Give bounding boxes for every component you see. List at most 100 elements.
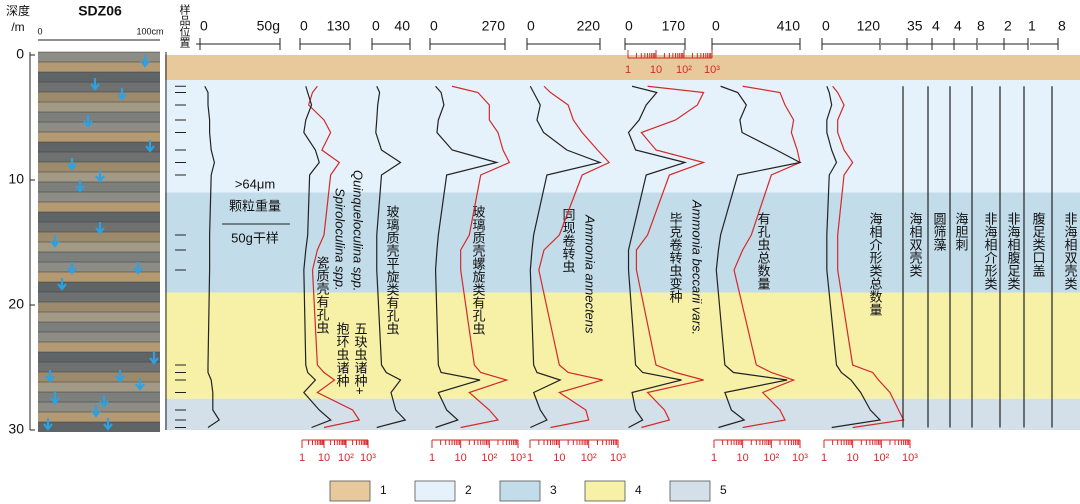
header-tick-label: 40: [394, 18, 410, 34]
core-stripe: [38, 282, 160, 292]
log-tick-label: 10: [455, 452, 467, 464]
core-stripe: [38, 342, 160, 352]
core-stripe: [38, 422, 160, 432]
core-title: SDZ06: [78, 3, 122, 19]
core-arrow: [103, 418, 113, 431]
header-tick-label: 8: [977, 18, 985, 34]
core-arrow: [50, 392, 60, 405]
core-stripe: [38, 292, 160, 302]
core-stripe: [38, 332, 160, 342]
core-stripe: [38, 392, 160, 402]
log-tick-label: 10³: [902, 452, 918, 464]
core-arrow: [45, 370, 55, 383]
column-label: 海相双壳类: [908, 212, 923, 277]
core-arrow: [95, 170, 105, 183]
depth-tick-label: 20: [8, 296, 24, 312]
log-tick-label: 10²: [873, 452, 889, 464]
header-tick-label: 35: [907, 18, 923, 34]
zone-band: [165, 292, 1080, 399]
header-tick-label: 0: [430, 18, 438, 34]
log-tick-label: 10²: [763, 452, 779, 464]
column-label: Quinqueloculina spp.: [351, 170, 366, 291]
core-stripe: [38, 242, 160, 252]
legend-label: 3: [550, 483, 557, 497]
core-stripe: [38, 402, 160, 412]
log-tick-label: 1: [527, 452, 533, 464]
core-arrow: [50, 235, 60, 248]
core-stripe: [38, 92, 160, 102]
red-curve: [538, 85, 611, 429]
zone-band: [165, 398, 1080, 430]
column-label: 腹足类口盖: [1031, 211, 1046, 277]
core-stripe: [38, 62, 160, 72]
core-scale-end: 100cm: [136, 26, 163, 36]
core-arrow: [133, 262, 143, 275]
core-arrow: [67, 262, 77, 275]
log-tick-label: 10³: [792, 452, 808, 464]
black-curve: [627, 85, 688, 429]
core-arrow: [135, 378, 145, 391]
depth-title-unit: /m: [11, 20, 24, 34]
red-curve: [832, 85, 905, 429]
core-stripe: [38, 302, 160, 312]
column-label: 非海相双壳类: [1063, 212, 1078, 290]
core-arrow: [90, 78, 100, 91]
header-tick-label: 0: [712, 18, 720, 34]
column-label: 50g干样: [231, 230, 279, 245]
legend-label: 2: [465, 483, 472, 497]
column-label: Spiroloculina spp.: [333, 188, 348, 291]
legend-swatch: [669, 480, 711, 502]
core-stripe: [38, 82, 160, 92]
core-stripe: [38, 362, 160, 372]
red-curve: [635, 85, 706, 429]
black-curve: [826, 86, 882, 429]
core-stripe: [38, 372, 160, 382]
log-tick-label: 10: [847, 452, 859, 464]
header-tick-label: 0: [527, 18, 535, 34]
red-curve: [733, 85, 801, 429]
core-arrow: [99, 395, 109, 408]
black-curve: [204, 85, 221, 428]
log-tick-label: 1: [821, 452, 827, 464]
column-label: 海相介形类总数量: [868, 212, 883, 316]
core-stripe: [38, 382, 160, 392]
log-tick-label: 10: [553, 452, 565, 464]
core-stripe: [38, 412, 160, 422]
core-arrow: [67, 158, 77, 171]
header-tick-label: 4: [954, 18, 962, 34]
log-tick-label: 1: [299, 452, 305, 464]
log-tick-label: 10²: [481, 452, 497, 464]
core-arrow: [83, 115, 93, 128]
core-stripe: [38, 212, 160, 222]
black-curve: [434, 85, 500, 429]
header-tick-label: 410: [777, 18, 801, 34]
core-stripe: [38, 252, 160, 262]
column-label: 抱环虫诸种: [335, 321, 350, 387]
log-tick-label: 10²: [676, 64, 692, 76]
core-scale-start: 0: [37, 26, 42, 36]
black-curve: [375, 86, 407, 429]
core-arrow: [91, 405, 101, 418]
core-stripe: [38, 262, 160, 272]
red-curve: [451, 85, 511, 429]
log-tick-label: 1: [711, 452, 717, 464]
header-tick-label: 0: [625, 18, 633, 34]
legend-label: 4: [635, 483, 642, 497]
core-stripe: [38, 52, 160, 62]
core-stripe: [38, 162, 160, 172]
core-stripe: [38, 192, 160, 202]
black-curve: [715, 85, 802, 429]
legend-swatch: [414, 480, 456, 502]
core-stripe: [38, 312, 160, 322]
header-tick-label: 0: [372, 18, 380, 34]
header-tick-label: 130: [327, 18, 351, 34]
column-label: 有孔虫总数量: [756, 212, 771, 290]
zone-band: [165, 80, 1080, 193]
core-stripe: [38, 352, 160, 362]
core-arrow: [75, 180, 85, 193]
column-label: 非海相介形类: [983, 212, 998, 290]
column-label: 五玦虫诸种+: [353, 322, 368, 395]
log-tick-label: 1: [429, 452, 435, 464]
core-stripe: [38, 142, 160, 152]
header-tick-label: 0: [822, 18, 830, 34]
